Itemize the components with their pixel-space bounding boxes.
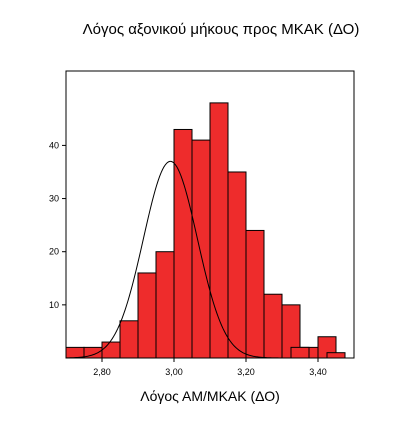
- histogram-bar-11: [263, 293, 283, 359]
- histogram-bar-0: [65, 346, 85, 359]
- x-tick-label-0: 2,80: [93, 367, 111, 377]
- x-tick-label-1: 3,00: [165, 367, 183, 377]
- histogram-bar-extra-0: [290, 346, 310, 359]
- histogram-bar-5: [155, 251, 175, 359]
- y-tick-label-3: 40: [49, 140, 59, 150]
- x-axis-label: Λόγος ΑΜ/ΜΚΑΚ (ΔΟ): [140, 388, 280, 404]
- histogram-bar-2: [101, 341, 121, 359]
- y-tick-label-0: 10: [49, 300, 59, 310]
- y-tick-label-2: 30: [49, 194, 59, 204]
- chart-title: Λόγος αξονικού μήκους προς ΜΚΑΚ (ΔΟ): [82, 21, 360, 38]
- x-axis-ticks: 2,80 3,00 3,20 3,40: [93, 358, 327, 377]
- y-tick-label-1: 20: [49, 247, 59, 257]
- normal-curve: [65, 160, 354, 359]
- histogram-bar-6: [173, 128, 193, 359]
- x-tick-label-2: 3,20: [237, 367, 255, 377]
- histogram-bar-10: [245, 229, 265, 359]
- x-tick-label-3: 3,40: [309, 367, 327, 377]
- histogram-bar-7: [191, 139, 211, 359]
- bars-group: [65, 102, 346, 359]
- y-axis-ticks: 10 20 30 40: [49, 140, 66, 310]
- histogram-bar-extra-1: [326, 352, 346, 359]
- histogram-bar-9: [227, 171, 247, 359]
- histogram-bar-4: [137, 272, 157, 359]
- histogram-bar-3: [119, 320, 139, 359]
